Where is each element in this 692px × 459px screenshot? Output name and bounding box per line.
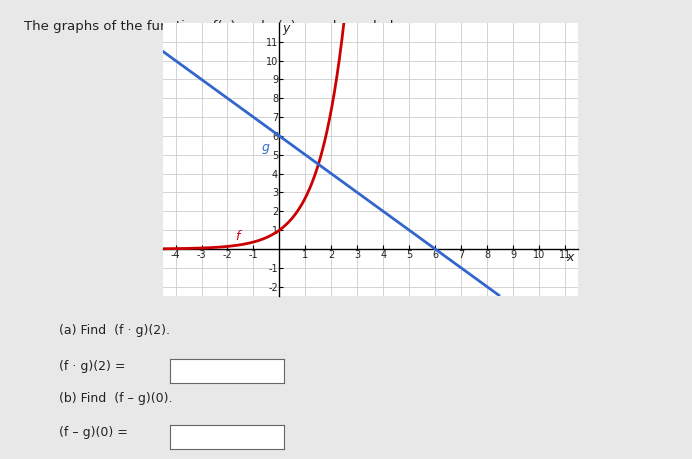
Text: x: x xyxy=(566,251,574,264)
Text: The graphs of the functions f(x) and g(x) are shown below.: The graphs of the functions f(x) and g(x… xyxy=(24,20,415,33)
Text: (a) Find  (f · g)(2).: (a) Find (f · g)(2). xyxy=(59,324,170,336)
Text: y: y xyxy=(282,22,289,35)
Text: g: g xyxy=(261,141,269,154)
Text: f: f xyxy=(235,230,239,243)
Text: (b) Find  (f – g)(0).: (b) Find (f – g)(0). xyxy=(59,392,172,405)
Text: (f – g)(0) =: (f – g)(0) = xyxy=(59,426,128,439)
Text: (f · g)(2) =: (f · g)(2) = xyxy=(59,360,125,373)
